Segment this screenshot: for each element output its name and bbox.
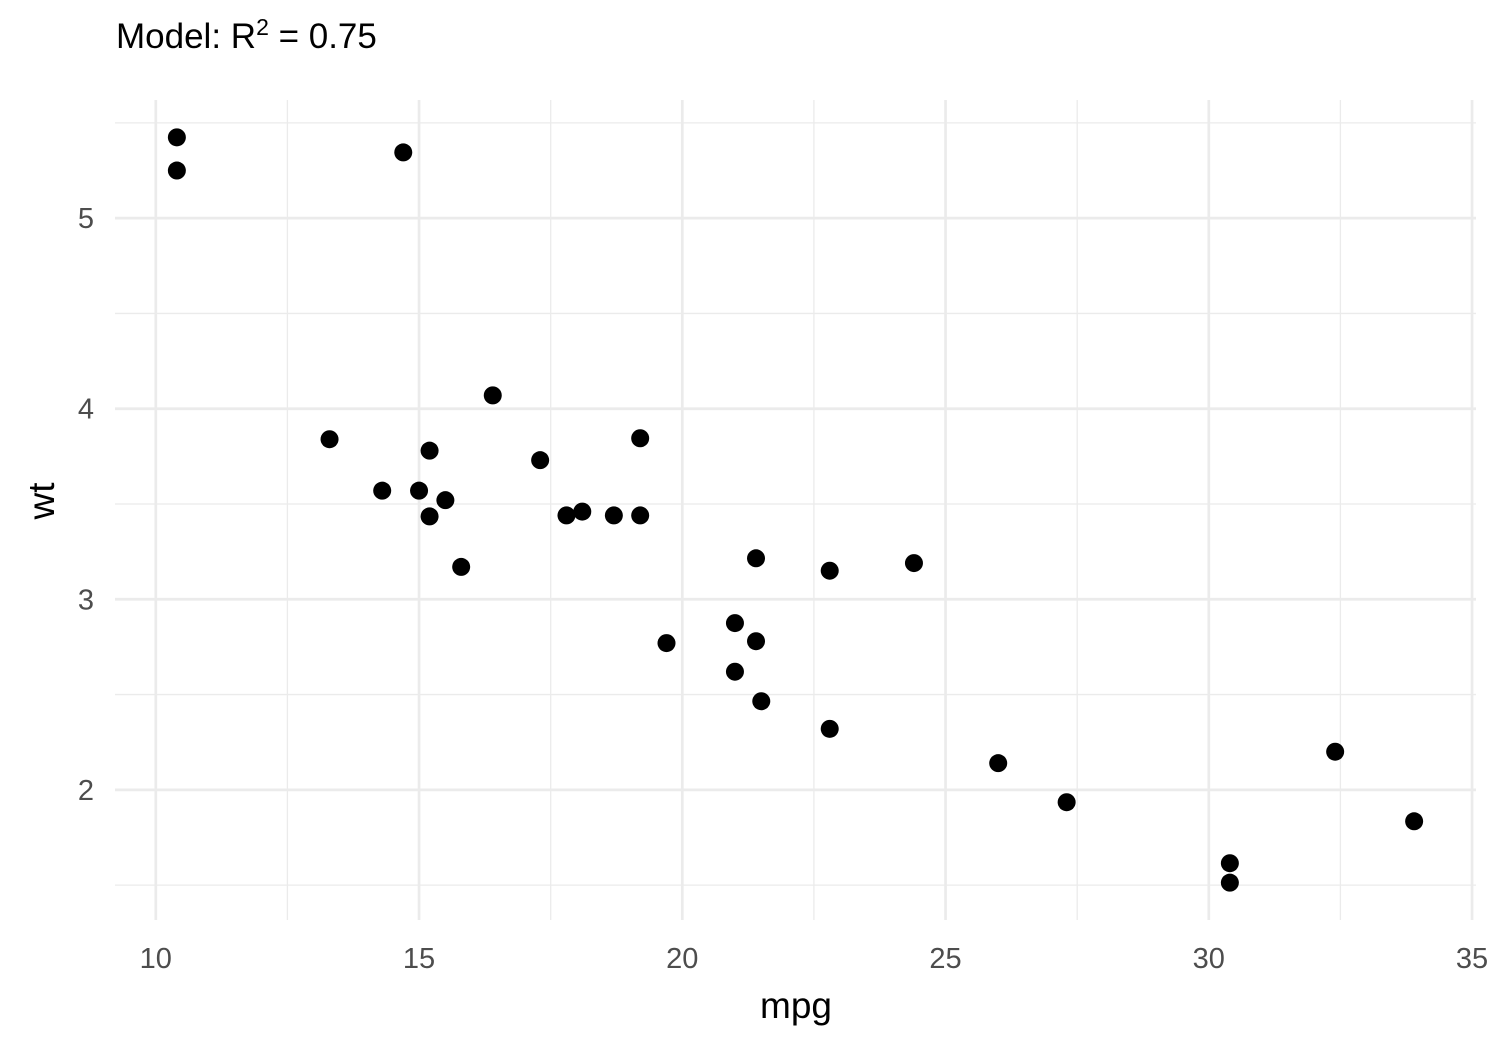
data-point bbox=[394, 143, 413, 162]
x-axis-title: mpg bbox=[760, 985, 832, 1026]
data-points bbox=[167, 128, 1424, 892]
data-point bbox=[1405, 812, 1424, 831]
chart-title: Model: R2 = 0.75 bbox=[116, 14, 377, 56]
data-point bbox=[557, 506, 576, 525]
data-point bbox=[631, 506, 650, 525]
data-point bbox=[752, 692, 771, 711]
x-tick-label: 30 bbox=[1193, 943, 1225, 975]
data-point bbox=[747, 632, 766, 651]
x-axis-ticks: 10 15 20 25 30 35 bbox=[140, 943, 1489, 975]
data-point bbox=[725, 614, 744, 633]
data-point bbox=[1220, 854, 1239, 873]
data-point bbox=[420, 441, 439, 460]
title-suffix: = 0.75 bbox=[269, 17, 377, 56]
x-tick-label: 15 bbox=[403, 943, 435, 975]
title-superscript: 2 bbox=[256, 14, 269, 40]
data-point bbox=[1326, 742, 1345, 761]
data-point bbox=[989, 754, 1008, 773]
data-point bbox=[420, 507, 439, 526]
data-point bbox=[167, 128, 186, 147]
x-tick-label: 25 bbox=[929, 943, 961, 975]
title-text: Model: R bbox=[116, 17, 256, 56]
x-tick-label: 10 bbox=[140, 943, 172, 975]
y-axis-ticks: 2 3 4 5 bbox=[78, 203, 94, 807]
y-tick-label: 4 bbox=[78, 394, 94, 426]
data-point bbox=[320, 430, 339, 449]
data-point bbox=[820, 719, 839, 738]
data-point bbox=[1057, 793, 1076, 812]
data-point bbox=[725, 662, 744, 681]
data-point bbox=[167, 161, 186, 180]
y-axis-title: wt bbox=[21, 482, 62, 521]
y-tick-label: 5 bbox=[78, 203, 94, 235]
data-point bbox=[904, 554, 923, 573]
data-point bbox=[573, 502, 592, 521]
data-point bbox=[483, 386, 502, 405]
data-point bbox=[631, 429, 650, 448]
data-point bbox=[531, 451, 550, 470]
x-tick-label: 35 bbox=[1456, 943, 1488, 975]
data-point bbox=[1220, 873, 1239, 892]
y-tick-label: 2 bbox=[78, 775, 94, 807]
data-point bbox=[410, 481, 429, 500]
data-point bbox=[604, 506, 623, 525]
grid bbox=[115, 100, 1476, 920]
y-tick-label: 3 bbox=[78, 584, 94, 616]
data-point bbox=[436, 491, 455, 510]
x-tick-label: 20 bbox=[666, 943, 698, 975]
data-point bbox=[452, 557, 471, 576]
data-point bbox=[747, 549, 766, 568]
data-point bbox=[820, 561, 839, 580]
data-point bbox=[657, 634, 676, 653]
data-point bbox=[373, 481, 392, 500]
